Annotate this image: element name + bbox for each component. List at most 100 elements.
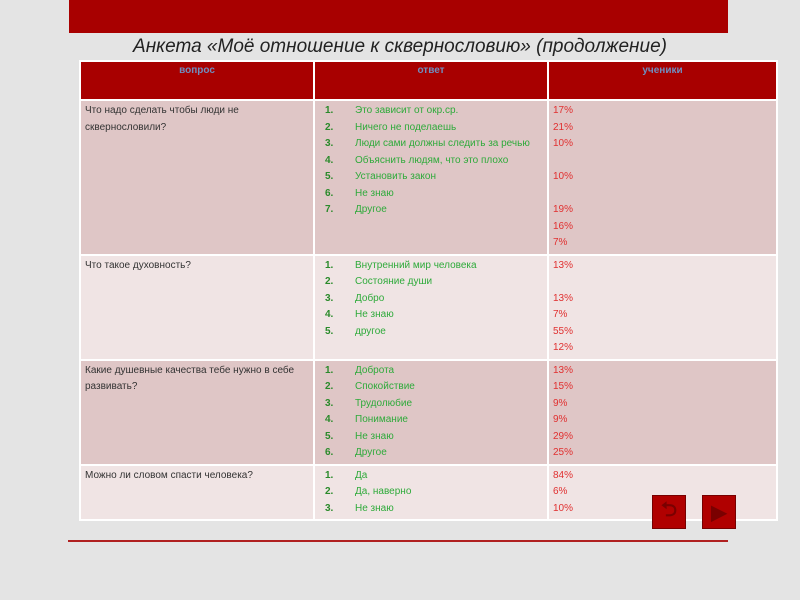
- answer-text: Люди сами должны следить за речью: [355, 138, 530, 149]
- answers-cell: 1. Доброта 2. Спокойствие 3. Трудолюбие 4. Пони…: [313, 358, 549, 466]
- percent-value: 17%: [553, 105, 574, 116]
- percent-value: 19%: [553, 204, 574, 215]
- answer-text: Это зависит от окр.ср.: [355, 105, 459, 116]
- column-header: вопрос: [79, 60, 315, 101]
- answer-number: 1.: [325, 364, 334, 376]
- answer-item: 4. Понимание: [319, 412, 543, 429]
- answer-item: 5. Установить закон: [319, 169, 543, 186]
- answer-number: 1.: [325, 105, 334, 116]
- answer-number: 1.: [325, 469, 334, 481]
- answer-item: 6. Другое: [319, 445, 543, 462]
- answer-item: 2. Состояние души: [319, 274, 543, 291]
- answer-item: 7. Другое: [319, 202, 543, 219]
- answer-number: 2.: [325, 486, 334, 497]
- percent-value: 84%: [553, 469, 574, 481]
- answer-item: 4. Не знаю: [319, 307, 543, 324]
- play-triangle-icon: ▶: [711, 501, 727, 524]
- answer-number: 4.: [325, 414, 334, 425]
- next-button[interactable]: ▶: [702, 495, 736, 529]
- answer-number: 2.: [325, 381, 334, 392]
- table-row: Можно ли словом спасти человека? 1. Да 2. Да…: [79, 463, 778, 521]
- percent-value: 12%: [553, 342, 574, 353]
- divider: [68, 540, 728, 542]
- answer-item: 3. Трудолюбие: [319, 396, 543, 413]
- answers-cell: 1. Внутренний мир человека 2. Состояние душ…: [313, 253, 549, 361]
- percent-value: 10%: [553, 171, 574, 182]
- answer-text: Да, наверно: [355, 486, 412, 497]
- answer-item: 5. Не знаю: [319, 429, 543, 446]
- answer-number: 3.: [325, 138, 334, 149]
- return-button[interactable]: ⮌: [652, 495, 686, 529]
- percent-value: 13%: [553, 259, 574, 271]
- answer-text: Понимание: [355, 414, 408, 425]
- answers-cell: 1. Это зависит от окр.ср. 2. Ничего не поде…: [313, 99, 549, 256]
- answer-text: Не знаю: [355, 187, 394, 199]
- percent-value: 7%: [553, 309, 568, 320]
- u-turn-icon: ⮌: [660, 499, 678, 521]
- answer-item: 1. Да: [319, 468, 543, 485]
- answer-number: 4.: [325, 309, 334, 320]
- percent-value: 16%: [553, 220, 574, 232]
- question-cell: Можно ли словом спасти человека?: [79, 463, 315, 521]
- answer-number: 3.: [325, 502, 334, 514]
- percents-cell: 13% 15% 9% 9% 29% 25%: [547, 358, 778, 466]
- column-header: ученики: [547, 60, 778, 101]
- answer-item: 6. Не знаю: [319, 186, 543, 203]
- table-row: Что такое духовность? 1. Внутренний мир че…: [79, 253, 778, 361]
- answer-number: 4.: [325, 154, 334, 166]
- answer-item: 2. Ничего не поделаешь: [319, 120, 543, 137]
- answer-number: 2.: [325, 121, 334, 133]
- answer-item: 3. Добро: [319, 291, 543, 308]
- answer-text: Спокойствие: [355, 381, 415, 392]
- answer-item: 5. другое: [319, 324, 543, 341]
- answer-item: 1. Это зависит от окр.ср.: [319, 103, 543, 120]
- answer-text: Не знаю: [355, 430, 394, 442]
- percent-value: 9%: [553, 397, 568, 409]
- percent-value: 29%: [553, 430, 574, 442]
- answers-cell: 1. Да 2. Да, наверно 3. Не знаю: [313, 463, 549, 521]
- percent-value: 13%: [553, 292, 574, 304]
- answer-text: Не знаю: [355, 502, 394, 514]
- question-cell: Какие душевные качества тебе нужно в себ…: [79, 358, 315, 466]
- answer-item: 3. Люди сами должны следить за речью: [319, 136, 543, 153]
- table-row: Что надо сделать чтобы люди не скверносл…: [79, 99, 778, 256]
- answer-item: 1. Внутренний мир человека: [319, 258, 543, 275]
- answer-text: Добро: [355, 292, 385, 304]
- answer-text: Другое: [355, 447, 387, 458]
- answer-number: 5.: [325, 430, 334, 442]
- answer-item: 4. Объяснить людям, что это плохо: [319, 153, 543, 170]
- answer-text: Внутренний мир человека: [355, 259, 477, 271]
- answer-number: 6.: [325, 447, 334, 458]
- percents-cell: 13% 13% 7% 55% 12%: [547, 253, 778, 361]
- percent-value: 10%: [553, 138, 574, 149]
- question-cell: Что такое духовность?: [79, 253, 315, 361]
- percent-value: [553, 153, 772, 170]
- percents-cell: 17% 21% 10% 10% 19% 16% 7%: [547, 99, 778, 256]
- answer-number: 2.: [325, 276, 334, 287]
- answer-text: другое: [355, 325, 386, 337]
- percent-value: 10%: [553, 502, 574, 514]
- answer-number: 6.: [325, 187, 334, 199]
- answer-text: Ничего не поделаешь: [355, 121, 457, 133]
- percent-value: 6%: [553, 486, 568, 497]
- answer-text: Не знаю: [355, 309, 394, 320]
- answer-item: 2. Да, наверно: [319, 484, 543, 501]
- answer-number: 1.: [325, 259, 334, 271]
- percent-value: [553, 186, 772, 203]
- percent-value: [553, 274, 772, 291]
- percent-value: 25%: [553, 447, 574, 458]
- answer-text: Установить закон: [355, 171, 436, 182]
- percent-value: 15%: [553, 381, 574, 392]
- answer-text: Трудолюбие: [355, 397, 413, 409]
- answer-item: 1. Доброта: [319, 363, 543, 380]
- answer-number: 3.: [325, 397, 334, 409]
- percent-value: 13%: [553, 364, 574, 376]
- answer-text: Другое: [355, 204, 387, 215]
- question-cell: Что надо сделать чтобы люди не скверносл…: [79, 99, 315, 256]
- percent-value: 9%: [553, 414, 568, 425]
- answer-number: 5.: [325, 171, 334, 182]
- percent-value: 55%: [553, 325, 574, 337]
- slide-title: Анкета «Моё отношение к сквернословию» (…: [133, 36, 667, 57]
- answer-number: 5.: [325, 325, 334, 337]
- column-header: ответ: [313, 60, 549, 101]
